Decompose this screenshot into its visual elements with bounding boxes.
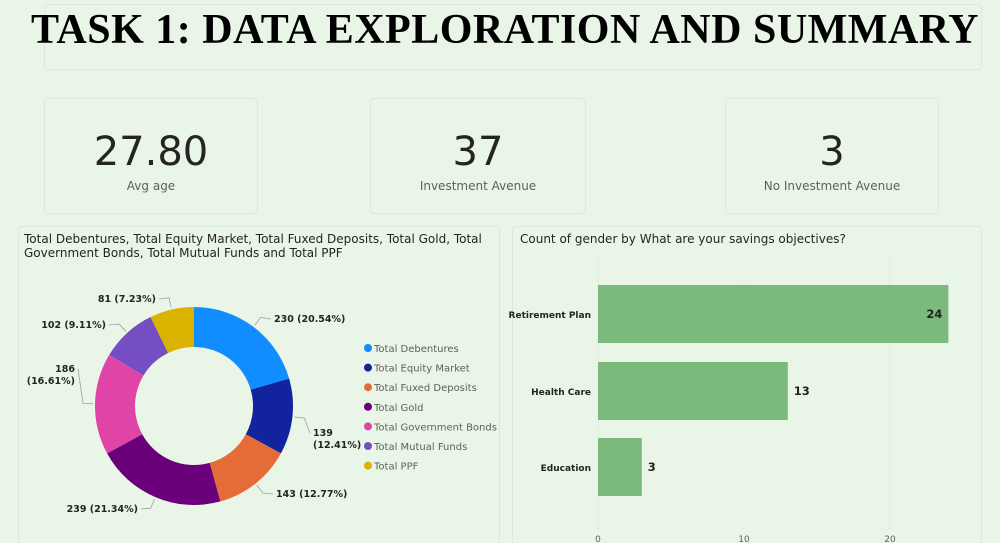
leader-line xyxy=(77,368,94,405)
bar[interactable] xyxy=(598,438,642,496)
legend-label: Total Government Bonds xyxy=(373,422,497,433)
leader-line xyxy=(294,416,311,434)
data-label: 81 (7.23%) xyxy=(98,294,156,305)
donut-chart-title: Total Debentures, Total Equity Market, T… xyxy=(24,232,482,260)
leader-line xyxy=(256,484,274,495)
kpi-value: 27.80 xyxy=(93,129,209,175)
data-label: 139 xyxy=(313,428,333,439)
legend-marker xyxy=(364,363,372,372)
legend-label: Total Equity Market xyxy=(373,364,470,375)
data-label: (12.41%) xyxy=(313,440,361,451)
legend-label: Total Debentures xyxy=(373,344,459,355)
legend-label: Total PPF xyxy=(373,462,419,473)
kpi-label: Avg age xyxy=(126,179,176,193)
data-label: 143 (12.77%) xyxy=(276,489,347,500)
donut-slice[interactable] xyxy=(107,434,221,506)
legend-marker xyxy=(364,402,372,411)
kpi-label: Investment Avenue xyxy=(419,179,537,193)
legend-marker xyxy=(364,383,372,392)
leader-line xyxy=(158,297,172,308)
bar[interactable] xyxy=(598,362,788,420)
kpi-card-investment-avenue[interactable]: 37 Investment Avenue xyxy=(370,98,586,214)
donut-slice[interactable] xyxy=(209,434,281,502)
donut-slice[interactable] xyxy=(109,317,169,376)
legend-label: Total Fuxed Deposits xyxy=(373,383,477,394)
legend-label: Total Gold xyxy=(373,403,424,414)
category-label: Health Care xyxy=(531,388,591,398)
category-label: Retirement Plan xyxy=(509,311,591,321)
x-tick-label: 10 xyxy=(738,535,750,543)
legend-marker xyxy=(364,461,372,470)
data-label: 239 (21.34%) xyxy=(67,504,138,515)
kpi-value: 3 xyxy=(819,129,845,175)
legend-marker xyxy=(364,442,372,450)
kpi-card-avg-age[interactable]: 27.80 Avg age xyxy=(44,98,258,214)
legend-marker xyxy=(364,422,372,431)
kpi-label: No Investment Avenue xyxy=(763,179,901,193)
kpi-value: 37 xyxy=(452,129,504,175)
data-label: 230 (20.54%) xyxy=(274,314,345,325)
page-title: TASK 1: DATA EXPLORATION AND SUMMARY xyxy=(31,7,979,53)
data-label: 186 xyxy=(55,364,75,375)
data-label: 3 xyxy=(648,460,656,474)
bar-chart-title: Count of gender by What are your savings… xyxy=(520,232,846,246)
title-card xyxy=(44,4,982,70)
leader-line xyxy=(140,498,155,510)
x-tick-label: 0 xyxy=(595,535,601,543)
legend-label: Total Mutual Funds xyxy=(373,442,467,453)
leader-line xyxy=(254,316,272,326)
kpi-card-no-investment-avenue[interactable]: 3 No Investment Avenue xyxy=(725,98,939,214)
donut-slice[interactable] xyxy=(245,378,294,454)
donut-slice[interactable] xyxy=(95,354,144,454)
bar[interactable] xyxy=(598,285,949,343)
leader-line xyxy=(108,323,127,332)
data-label: 102 (9.11%) xyxy=(41,320,106,331)
x-tick-label: 20 xyxy=(884,535,896,543)
donut-slice[interactable] xyxy=(150,306,194,353)
data-label: 13 xyxy=(794,384,810,398)
legend-marker xyxy=(364,344,372,352)
data-label: 24 xyxy=(926,307,942,321)
donut-slice[interactable] xyxy=(194,307,290,390)
data-label: (16.61%) xyxy=(27,376,75,387)
category-label: Education xyxy=(541,464,591,474)
